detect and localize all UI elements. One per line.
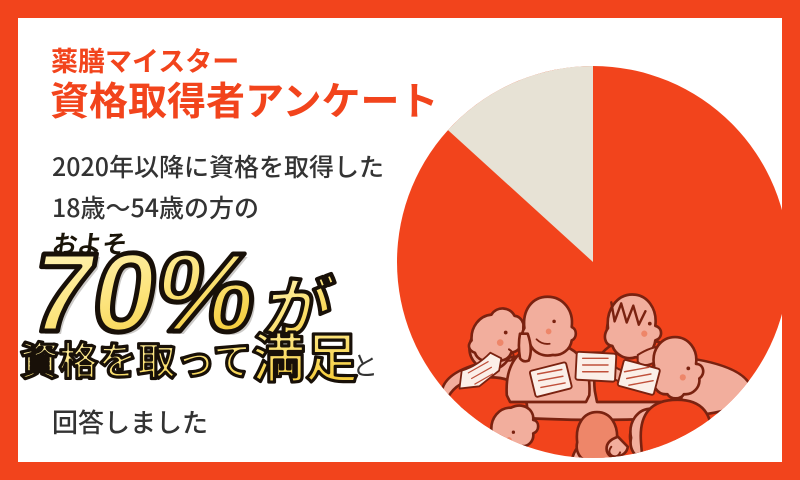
svg-text:と: と [352,346,378,383]
svg-text:資格を取って満足: 資格を取って満足 [20,328,358,393]
